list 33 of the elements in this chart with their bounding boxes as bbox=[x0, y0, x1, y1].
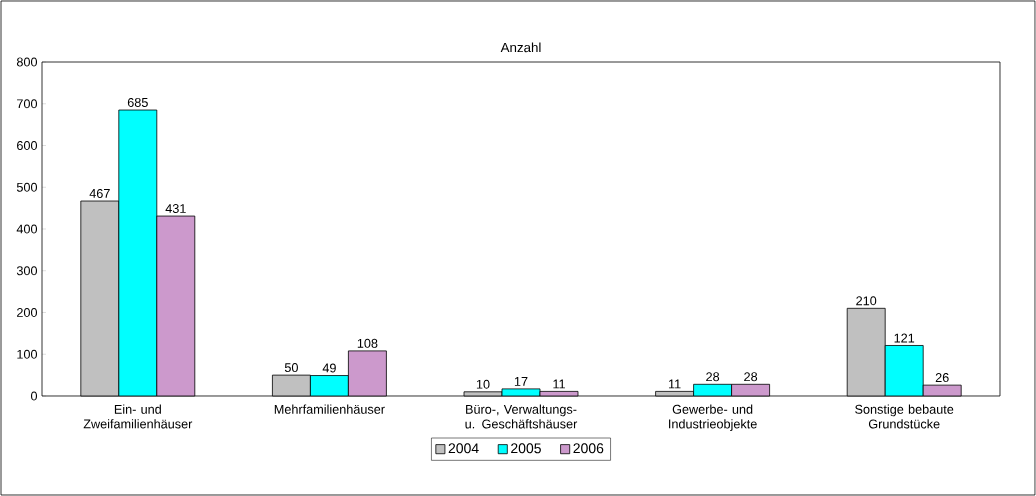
x-tick-label: Mehrfamilienhäuser bbox=[274, 404, 385, 414]
data-label: 17 bbox=[514, 377, 528, 386]
data-label: 431 bbox=[165, 204, 186, 213]
y-tick-label: 600 bbox=[17, 141, 38, 150]
y-tick-label: 800 bbox=[16, 57, 38, 67]
data-label: 467 bbox=[89, 188, 110, 198]
x-tick-label: Sonstige bebaute Grundstücke bbox=[855, 404, 954, 429]
legend-label: 2004 bbox=[448, 443, 479, 454]
data-label: 11 bbox=[668, 379, 681, 389]
y-tick-label: 700 bbox=[17, 99, 38, 109]
chart-title: Anzahl bbox=[500, 42, 541, 53]
x-tick-label: Büro-, Verwaltungs- u. Geschäftshäuser bbox=[465, 404, 578, 429]
data-label: 28 bbox=[706, 372, 720, 382]
legend-label: 2006 bbox=[573, 443, 604, 454]
y-tick-label: 300 bbox=[16, 266, 38, 276]
y-tick-label: 100 bbox=[17, 349, 38, 359]
y-tick-label: 400 bbox=[16, 224, 38, 234]
data-label: 210 bbox=[856, 296, 877, 306]
data-label: 49 bbox=[322, 363, 336, 373]
y-tick-label: 0 bbox=[30, 391, 38, 401]
y-tick-label: 200 bbox=[17, 308, 38, 317]
data-label: 50 bbox=[284, 363, 298, 373]
x-tick-label: Gewerbe- und Industrieobjekte bbox=[669, 404, 757, 431]
data-label: 11 bbox=[553, 379, 565, 389]
data-label: 108 bbox=[357, 338, 378, 348]
data-label: 10 bbox=[476, 379, 490, 389]
x-tick-label: Ein- und Zweifamilienhäuser bbox=[83, 404, 193, 429]
y-tick-label: 500 bbox=[16, 182, 38, 192]
data-label: 26 bbox=[935, 373, 949, 383]
legend-label: 2005 bbox=[511, 443, 541, 454]
data-label: 685 bbox=[127, 97, 148, 107]
data-label: 121 bbox=[894, 333, 915, 343]
data-label: 28 bbox=[744, 372, 758, 382]
